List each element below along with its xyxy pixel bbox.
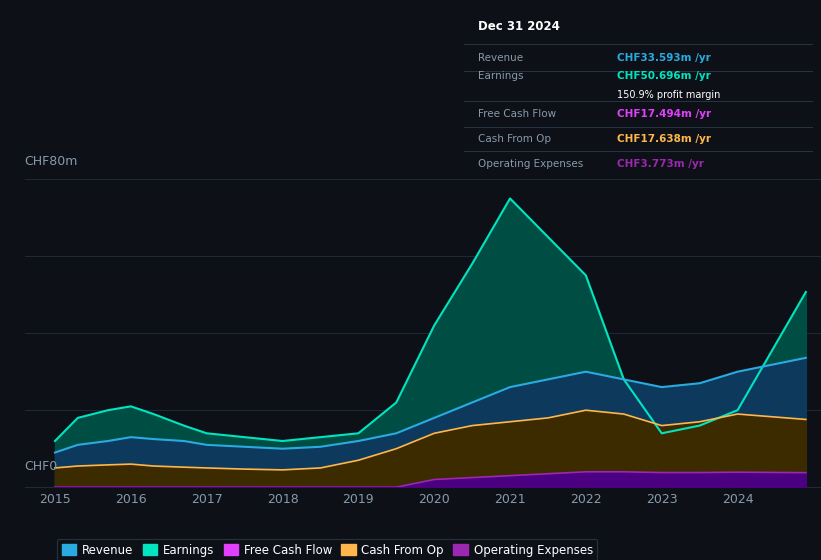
Text: Free Cash Flow: Free Cash Flow [478,109,556,119]
Text: Earnings: Earnings [478,72,523,81]
Text: Revenue: Revenue [478,53,523,63]
Text: Dec 31 2024: Dec 31 2024 [478,20,560,34]
Text: CHF17.494m /yr: CHF17.494m /yr [617,109,712,119]
Text: CHF17.638m /yr: CHF17.638m /yr [617,134,711,144]
Legend: Revenue, Earnings, Free Cash Flow, Cash From Op, Operating Expenses: Revenue, Earnings, Free Cash Flow, Cash … [57,539,598,560]
Text: CHF3.773m /yr: CHF3.773m /yr [617,159,704,169]
Text: Cash From Op: Cash From Op [478,134,551,144]
Text: CHF80m: CHF80m [25,155,78,168]
Text: CHF0: CHF0 [25,460,57,473]
Text: CHF33.593m /yr: CHF33.593m /yr [617,53,711,63]
Text: CHF50.696m /yr: CHF50.696m /yr [617,72,711,81]
Text: 150.9% profit margin: 150.9% profit margin [617,90,721,100]
Text: Operating Expenses: Operating Expenses [478,159,583,169]
